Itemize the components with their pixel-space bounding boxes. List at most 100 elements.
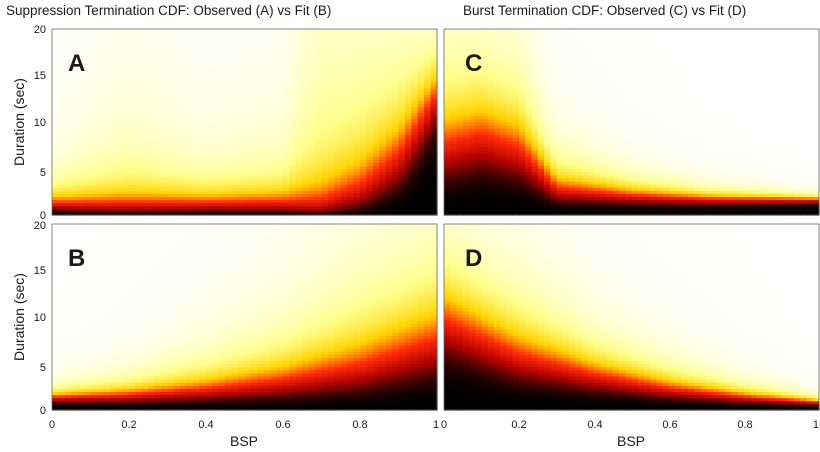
heatmap-cell bbox=[404, 29, 412, 33]
heatmap-cell bbox=[231, 140, 239, 145]
heatmap-cell bbox=[148, 171, 156, 176]
heatmap-cell bbox=[122, 199, 130, 204]
heatmap-cell bbox=[193, 109, 201, 114]
heatmap-cell bbox=[167, 75, 175, 80]
heatmap-cell bbox=[173, 56, 181, 61]
heatmap-cell bbox=[186, 38, 194, 42]
heatmap-cell bbox=[250, 106, 258, 111]
heatmap-cell bbox=[116, 171, 124, 176]
heatmap-cell bbox=[161, 75, 169, 80]
heatmap-cell bbox=[263, 103, 271, 108]
heatmap-cell bbox=[71, 174, 79, 179]
heatmap-cell bbox=[263, 187, 271, 191]
heatmap-cell bbox=[64, 41, 72, 46]
heatmap-cell bbox=[257, 84, 265, 89]
heatmap-cell bbox=[103, 32, 111, 36]
heatmap-cell bbox=[71, 190, 79, 194]
heatmap-cell bbox=[270, 162, 278, 166]
heatmap-cell bbox=[103, 53, 111, 58]
heatmap-cell bbox=[84, 63, 92, 67]
heatmap-cell bbox=[129, 94, 137, 98]
heatmap-cell bbox=[212, 91, 220, 95]
heatmap-cell bbox=[90, 118, 98, 123]
heatmap-cell bbox=[206, 159, 214, 163]
heatmap-cell bbox=[116, 202, 124, 207]
heatmap-cell bbox=[263, 50, 271, 55]
heatmap-cell bbox=[116, 159, 124, 163]
heatmap-cell bbox=[225, 78, 233, 83]
heatmap-cell bbox=[199, 174, 207, 179]
heatmap-cell bbox=[90, 187, 98, 191]
heatmap-cell bbox=[141, 81, 149, 86]
heatmap-cell bbox=[225, 53, 233, 58]
heatmap-cell bbox=[199, 131, 207, 135]
heatmap-cell bbox=[129, 165, 137, 170]
heatmap-cell bbox=[193, 140, 201, 145]
heatmap-cell bbox=[225, 177, 233, 182]
heatmap-cell bbox=[103, 153, 111, 157]
heatmap-cell bbox=[250, 47, 258, 52]
heatmap-cell bbox=[96, 44, 104, 49]
heatmap-cell bbox=[212, 56, 220, 61]
heatmap-cell bbox=[218, 38, 226, 42]
heatmap-cell bbox=[199, 118, 207, 123]
heatmap-cell bbox=[289, 190, 297, 194]
heatmap-cell bbox=[154, 131, 162, 135]
heatmap-cell bbox=[263, 32, 271, 36]
heatmap-cell bbox=[186, 224, 194, 228]
heatmap-cell bbox=[270, 115, 278, 120]
heatmap-cell bbox=[270, 199, 278, 204]
heatmap-cell bbox=[289, 106, 297, 111]
heatmap-cell bbox=[186, 112, 194, 117]
heatmap-cell bbox=[225, 202, 233, 207]
heatmap-cell bbox=[96, 211, 104, 216]
heatmap-cell bbox=[193, 84, 201, 89]
heatmap-cell bbox=[52, 137, 60, 142]
heatmap-cell bbox=[244, 38, 252, 42]
heatmap-cell bbox=[77, 91, 85, 95]
heatmap-cell bbox=[122, 50, 130, 55]
heatmap-cell bbox=[173, 38, 181, 42]
heatmap-cell bbox=[148, 165, 156, 170]
heatmap-cell bbox=[90, 91, 98, 95]
heatmap-cell bbox=[84, 81, 92, 86]
heatmap-cell bbox=[218, 35, 226, 39]
heatmap-cell bbox=[129, 184, 137, 188]
heatmap-cell bbox=[71, 177, 79, 182]
heatmap-cell bbox=[199, 159, 207, 163]
heatmap-cell bbox=[129, 168, 137, 173]
heatmap-cell bbox=[141, 125, 149, 129]
heatmap-cell bbox=[180, 78, 188, 83]
heatmap-cell bbox=[135, 177, 143, 182]
heatmap-cell bbox=[141, 115, 149, 120]
heatmap-cell bbox=[231, 97, 239, 101]
heatmap-cell bbox=[173, 184, 181, 188]
heatmap-cell bbox=[135, 165, 143, 170]
heatmap-cell bbox=[206, 125, 214, 129]
heatmap-cell bbox=[90, 137, 98, 142]
heatmap-cell bbox=[212, 109, 220, 114]
heatmap-cell bbox=[84, 122, 92, 126]
heatmap-cell bbox=[103, 44, 111, 49]
heatmap-cell bbox=[231, 149, 239, 154]
heatmap-cell bbox=[231, 69, 239, 73]
heatmap-cell bbox=[257, 44, 265, 49]
heatmap-cell bbox=[109, 177, 117, 182]
heatmap-cell bbox=[90, 168, 98, 173]
heatmap-cell bbox=[90, 50, 98, 55]
heatmap-cell bbox=[77, 122, 85, 126]
heatmap-cell bbox=[141, 137, 149, 142]
heatmap-cell bbox=[231, 143, 239, 148]
heatmap-cell bbox=[173, 146, 181, 151]
heatmap-cell bbox=[206, 94, 214, 98]
heatmap-cell bbox=[276, 84, 284, 89]
heatmap-cell bbox=[218, 115, 226, 120]
heatmap-cell bbox=[64, 137, 72, 142]
heatmap-cell bbox=[77, 38, 85, 42]
heatmap-cell bbox=[212, 44, 220, 49]
heatmap-cell bbox=[283, 106, 291, 111]
heatmap-cell bbox=[122, 81, 130, 86]
heatmap-cell bbox=[250, 91, 258, 95]
heatmap-cell bbox=[64, 184, 72, 188]
heatmap-cell bbox=[135, 94, 143, 98]
